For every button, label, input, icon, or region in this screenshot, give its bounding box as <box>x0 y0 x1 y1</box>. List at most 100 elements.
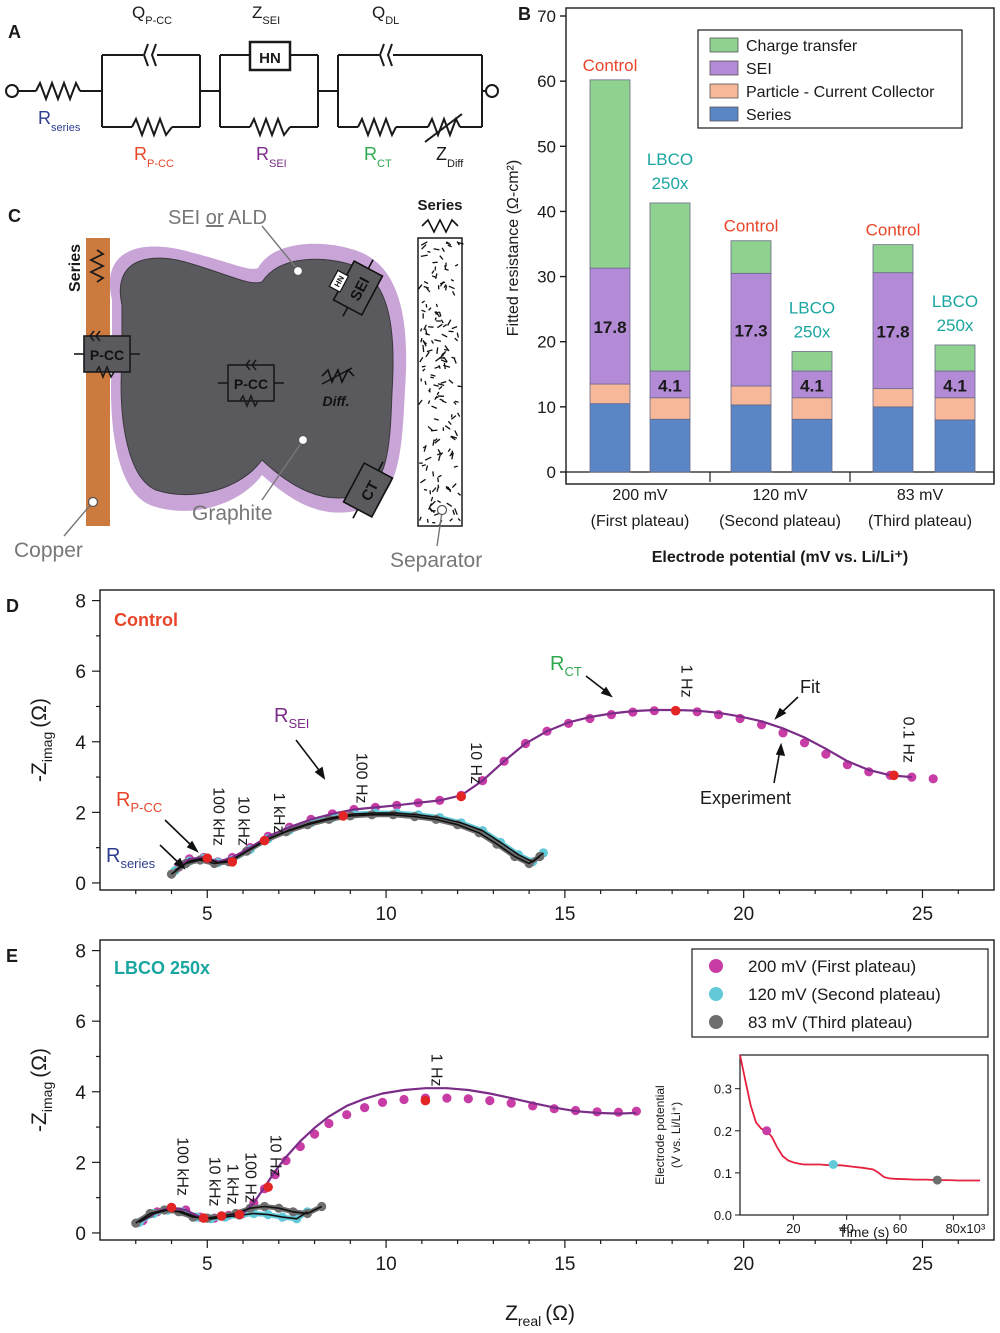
y-tick-label: 4 <box>75 733 86 754</box>
b-ytick-label: 10 <box>537 398 556 417</box>
separator-fiber <box>435 311 441 318</box>
separator-fiber <box>441 333 448 338</box>
frequency-marker <box>420 1095 431 1106</box>
panel-d-plot: 100 kHz 10 kHz 1 kHz 100 Hz 10 Hz 1 Hz 0.1 Hz <box>166 665 938 879</box>
panel-c: C Series P-CC P-CC Diff. <box>8 197 482 572</box>
separator-fiber <box>426 287 431 293</box>
b-bar-sample-label-2: 250x <box>937 316 974 335</box>
x-tick-label: 5 <box>202 1254 213 1275</box>
r-series-label: Rseries <box>38 108 81 134</box>
separator-fiber <box>458 241 464 245</box>
d-annot-r-pcc: RP-CC <box>116 789 162 815</box>
separator-fiber <box>426 518 429 523</box>
panel-b-axis: 0 10 20 30 40 50 60 70 200 mV (First plateau) 120 … <box>537 7 995 530</box>
separator-fiber <box>451 291 456 296</box>
separator-fiber <box>450 415 457 420</box>
b-bar-segment-pcc <box>730 385 772 406</box>
separator-fiber <box>428 388 431 393</box>
separator-fiber <box>432 471 435 477</box>
separator-fiber <box>447 486 452 493</box>
x-tick-label: 20 <box>733 904 754 925</box>
separator-fiber <box>448 285 455 290</box>
panel-b-bars: 17.8 Control 4.1 LBCO 250x 17.3 Control 4.1 LBCO… <box>583 56 978 473</box>
separator-fiber <box>437 474 442 478</box>
q-pcc-label: QP-CC <box>132 3 172 27</box>
r-sei-label: RSEI <box>256 144 287 170</box>
separator-fiber <box>457 492 462 496</box>
b-bar-segment-series <box>791 418 833 473</box>
separator-fiber <box>430 376 434 379</box>
pcc-left-label: P-CC <box>90 347 124 363</box>
separator-fiber <box>437 452 444 456</box>
separator-fiber <box>451 452 454 460</box>
frequency-label: 100 Hz <box>242 1152 259 1203</box>
separator-fiber <box>434 311 438 315</box>
b-bar-segment-series <box>589 403 631 473</box>
b-bar-segment-pcc <box>649 397 691 420</box>
separator-fiber <box>452 509 456 515</box>
separator-fiber <box>453 465 458 468</box>
separator-fiber <box>424 380 427 385</box>
separator-fiber <box>436 391 440 396</box>
separator-fiber <box>439 255 444 260</box>
b-group-label: 83 mV <box>897 487 944 504</box>
data-point-magenta <box>907 772 917 782</box>
panel-d-title: Control <box>114 610 178 630</box>
panel-d-letter: D <box>6 596 19 616</box>
b-bar-sample-label: Control <box>866 221 921 240</box>
inset-xlabel: Time (s) <box>839 1224 890 1240</box>
frequency-marker <box>166 1202 177 1213</box>
separator-fiber <box>431 270 435 274</box>
b-bar-sample-label: Control <box>724 217 779 236</box>
frequency-label: 100 kHz <box>209 787 226 846</box>
separator-fiber <box>431 275 436 278</box>
separator-fiber <box>438 385 443 390</box>
separator-fiber <box>437 484 440 489</box>
panel-b-legend-box <box>697 29 963 129</box>
b-bar-segment-pcc <box>589 383 631 404</box>
separator-fiber <box>434 273 438 279</box>
series-vertical-label: Series <box>67 244 84 292</box>
inset-x-tick-label: 60 <box>893 1221 907 1236</box>
separator-fiber <box>423 488 428 491</box>
separator-fiber <box>419 516 422 521</box>
b-bar-segment-series <box>730 404 772 473</box>
b-sei-value-label: 17.8 <box>593 318 626 337</box>
b-bar-sample-label-2: 250x <box>794 322 831 341</box>
separator-fiber <box>456 241 460 246</box>
separator-fiber <box>437 323 443 329</box>
separator-fiber <box>423 444 427 452</box>
b-bar-segment-sei <box>730 272 772 387</box>
frequency-label: 100 kHz <box>174 1137 191 1196</box>
y-tick-label: 4 <box>75 1083 86 1104</box>
data-point-magenta <box>324 1118 334 1129</box>
inset-y-tick-label: 0.2 <box>714 1124 732 1139</box>
separator-fiber <box>440 359 448 363</box>
sei-or-ald-label: SEI or ALD <box>168 207 267 229</box>
x-tick-label: 5 <box>202 904 213 925</box>
frequency-marker <box>216 1211 227 1221</box>
b-ytick-label: 0 <box>547 463 556 482</box>
d-annot-r-sei: RSEI <box>274 705 309 731</box>
b-bar-segment-sei <box>934 370 976 399</box>
separator-fiber <box>444 425 451 430</box>
frequency-marker <box>198 1213 209 1223</box>
panel-d-nyquist-control: D 5 10 15 20 25 0 2 4 6 8 100 kHz 10 kHz 1 kHz 100 H… <box>6 589 995 925</box>
panel-c-letter: C <box>8 206 21 226</box>
separator-fiber <box>425 304 428 308</box>
legend-marker-120mv <box>709 987 723 1001</box>
separator-fiber <box>434 339 442 343</box>
separator-fiber <box>457 517 461 522</box>
data-point-magenta <box>799 738 810 748</box>
x-tick-label: 15 <box>554 904 575 925</box>
separator-fiber <box>447 244 452 248</box>
frequency-marker <box>338 811 349 821</box>
separator-fiber <box>447 420 452 426</box>
legend-label-120mv: 120 mV (Second plateau) <box>748 985 941 1004</box>
frequency-marker <box>889 770 899 781</box>
legend-swatch-sei <box>709 60 739 76</box>
separator-fiber <box>420 478 426 484</box>
q-dl-label: QDL <box>372 3 399 27</box>
frequency-label: 1 kHz <box>270 793 287 834</box>
separator-fiber <box>438 311 442 317</box>
